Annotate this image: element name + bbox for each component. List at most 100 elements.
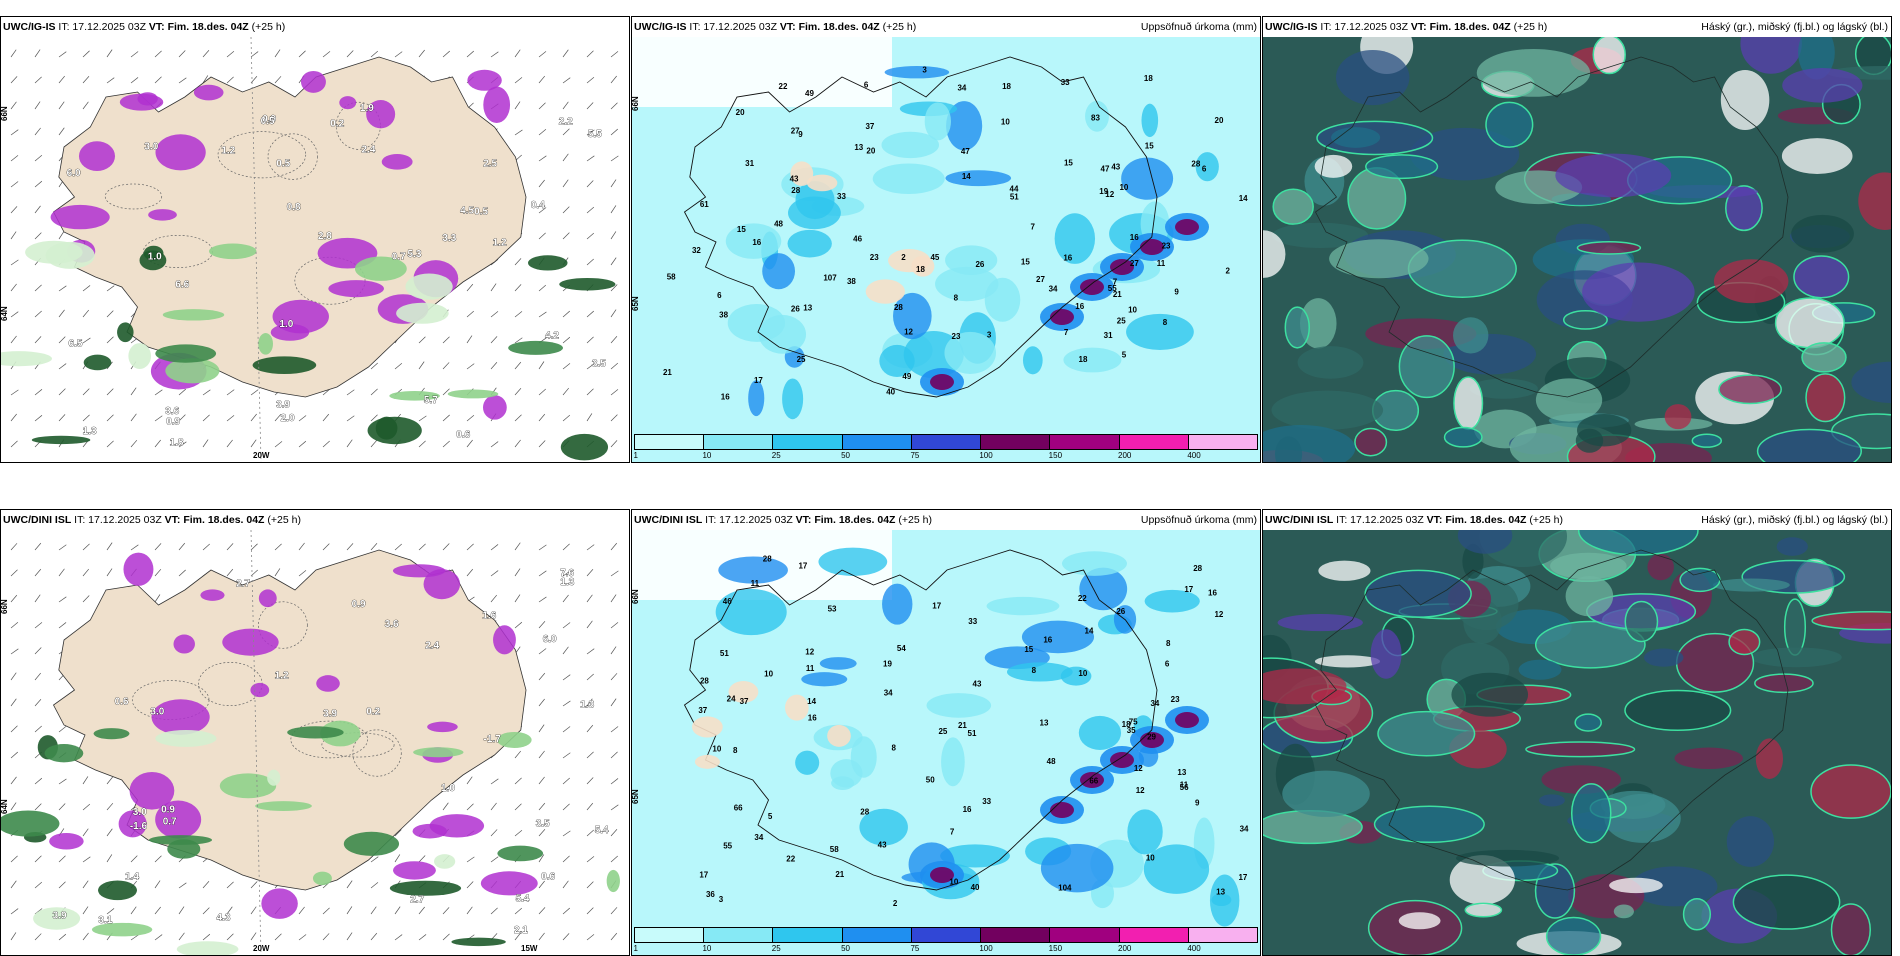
rain-area [413,747,464,758]
precip-value-label: 13 [803,303,812,312]
map-canvas[interactable]: 0.23.63.13.92.72.43.01.37.65.4-1.7-1.6 0.… [1,530,629,955]
precip-value-label: 20 [1215,116,1224,125]
snow-area [261,888,298,919]
lat-label-66n: 66N [1,599,9,614]
snow-area [482,395,507,420]
precip-value-label: 16 [1075,302,1084,311]
cloud-area [1555,153,1672,198]
map-canvas[interactable]: 2152732283166771610493812471820433433232… [632,37,1260,462]
precip-value-label: 7 [1030,222,1035,231]
map-panel-p5[interactable]: UWC/DINI ISL IT: 17.12.2025 03Z VT: Fim.… [631,509,1261,956]
rain-area [267,769,281,786]
cloud-area [1754,673,1814,694]
precip-area [795,750,820,775]
heavy-precip-core [1080,772,1104,788]
ptype-value-label: 0.7 [392,252,406,263]
precip-value-label: 8 [891,744,896,753]
legend-tick: 25 [771,944,781,953]
precip-area [787,229,832,258]
rain-area [606,869,620,893]
precip-value-label: 12 [1136,786,1145,795]
cloud-area [1801,342,1847,373]
map-canvas[interactable]: 1.2 4.5 0.2 2.5 5.3 6.5 0.4 0.5 2.4 0.9 0.8 3.9 5.7 3… [1,37,629,462]
ptype-value-label: 5.4 [595,825,609,836]
rain-area [389,880,462,896]
precip-value-label: 24 [727,694,736,703]
precip-value-label: 10 [712,744,721,753]
precip-value-label: 53 [828,605,837,614]
precip-value-label: 16 [808,714,817,723]
rain-area [165,358,220,384]
map-panel-p4[interactable]: UWC/DINI ISL IT: 17.12.2025 03Z VT: Fim.… [0,509,630,956]
map-panel-p3[interactable]: UWC/IG-IS IT: 17.12.2025 03Z VT: Fim. 18… [1262,16,1892,463]
map-canvas[interactable] [1263,37,1891,462]
map-panel-p2[interactable]: UWC/IG-IS IT: 17.12.2025 03Z VT: Fim. 18… [631,16,1261,463]
heavy-precip-core [1175,712,1199,728]
cloud-area [1272,222,1369,249]
ptype-value-label: 3.0 [144,142,158,153]
legend-swatch [635,435,705,449]
field-description: Háský (gr.), miðský (fj.bl.) og lágský (… [1701,21,1888,33]
map-canvas[interactable]: 1282834243788485817252826293451361116334… [632,530,1260,955]
cloud-area [1570,783,1612,844]
cloud-area [1647,553,1674,581]
precip-value-label: 8 [1163,318,1168,327]
precip-value-label: 2 [893,899,898,908]
cloud-area [1451,672,1529,717]
cloud-area [1525,741,1636,758]
precip-value-label: 17 [1184,585,1193,594]
heavy-precip-core [1110,752,1134,768]
map-canvas[interactable] [1263,530,1891,955]
precip-area [926,693,992,718]
legend-swatch [981,435,1051,449]
precip-value-label: 6 [1202,165,1207,174]
rain-area [560,433,609,461]
iceland-coastline [1314,56,1789,398]
rain-area [45,241,95,269]
lat-label-66n: 66N [632,96,640,111]
precip-area [986,596,1060,616]
ptype-value-label: 5.7 [424,395,438,406]
ptype-value-label: 0.8 [287,202,301,213]
heavy-precip-core [1050,309,1074,325]
model-name: UWC/IG-IS [1265,21,1318,33]
precip-area [818,547,888,576]
precip-value-label: 31 [1104,331,1113,340]
rain-area [128,343,152,369]
lead-time: (+25 h) [1529,514,1563,526]
init-time: IT: 17.12.2025 03Z [1336,514,1424,526]
map-panel-p1[interactable]: UWC/IG-IS IT: 17.12.2025 03Z VT: Fim. 18… [0,16,630,463]
ptype-value-label: 5.5 [588,129,602,140]
rain-area [287,726,344,739]
precip-value-label: 7 [950,828,955,837]
precip-value-label: 47 [961,147,970,156]
precip-value-label: 19 [883,659,892,668]
precip-area [782,378,804,420]
precip-value-label: 56 [1180,783,1189,792]
map-panel-p6[interactable]: UWC/DINI ISL IT: 17.12.2025 03Z VT: Fim.… [1262,509,1892,956]
precip-value-label: 18 [1079,355,1088,364]
precip-area [1211,893,1232,907]
ptype-value-label: 0.7 [163,816,177,827]
lat-label-65n: 65N [632,789,640,804]
heavy-precip-core [1080,279,1104,295]
panel-header: UWC/DINI ISL IT: 17.12.2025 03Z VT: Fim.… [1,510,629,530]
heavy-precip-core [930,374,954,390]
cloud-area [1718,374,1782,405]
precip-value-label: 21 [1113,290,1122,299]
legend-swatch [704,928,774,942]
ptype-value-label: 0.5 [276,159,290,170]
rain-area [33,907,81,930]
cloud-area [1398,335,1455,399]
rain-area [258,333,273,355]
legend-tick: 50 [841,451,851,460]
heavy-precip-core [1050,802,1074,818]
precip-value-label: 15 [737,225,746,234]
legend-tick: 400 [1187,944,1201,953]
ptype-value-label: 2.8 [318,231,332,242]
precip-value-label: 16 [1208,588,1217,597]
precip-area [984,277,1021,322]
precip-area [1085,100,1109,132]
ptype-value-label: 1.2 [493,237,507,248]
lead-time: (+25 h) [882,21,917,33]
